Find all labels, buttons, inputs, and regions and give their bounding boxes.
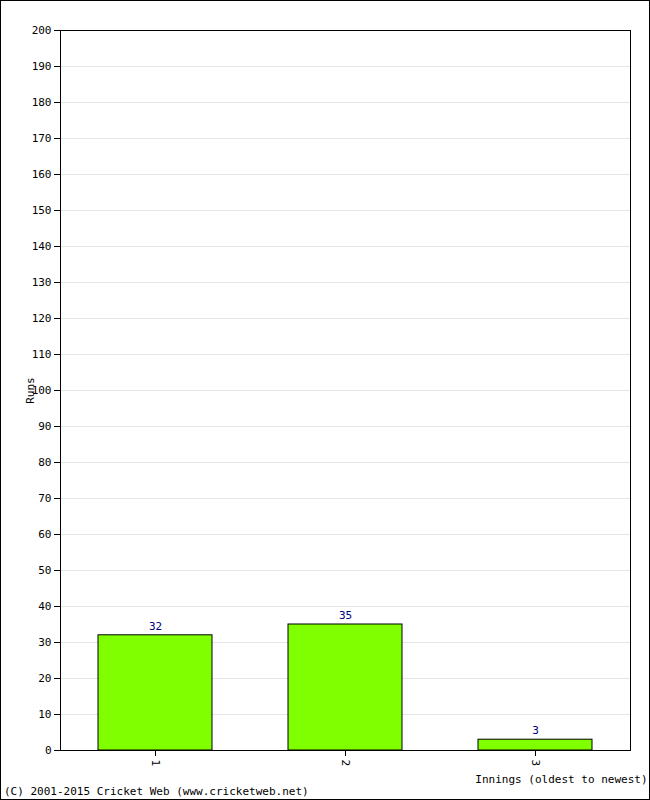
svg-text:140: 140 bbox=[32, 240, 52, 253]
svg-text:1: 1 bbox=[149, 760, 162, 767]
svg-text:60: 60 bbox=[38, 528, 51, 541]
svg-text:80: 80 bbox=[38, 456, 51, 469]
svg-text:150: 150 bbox=[32, 204, 52, 217]
svg-text:50: 50 bbox=[38, 564, 51, 577]
svg-text:160: 160 bbox=[32, 168, 52, 181]
svg-text:35: 35 bbox=[339, 609, 352, 622]
svg-text:32: 32 bbox=[149, 620, 162, 633]
svg-text:3: 3 bbox=[532, 724, 539, 737]
svg-text:130: 130 bbox=[32, 276, 52, 289]
svg-text:30: 30 bbox=[38, 636, 51, 649]
svg-text:100: 100 bbox=[31, 384, 52, 397]
svg-text:Innings (oldest to newest): Innings (oldest to newest) bbox=[475, 773, 647, 786]
svg-text:20: 20 bbox=[38, 672, 51, 685]
svg-text:120: 120 bbox=[32, 312, 52, 325]
svg-text:180: 180 bbox=[32, 96, 52, 109]
svg-text:3: 3 bbox=[529, 760, 542, 767]
svg-text:10: 10 bbox=[38, 708, 51, 721]
svg-text:200: 200 bbox=[32, 24, 52, 37]
html-text:(C) 2001-2015 Cricket Web (www: (C) 2001-2015 Cricket Web (www.cricketwe… bbox=[4, 785, 309, 798]
svg-text:0: 0 bbox=[45, 744, 52, 757]
svg-text:90: 90 bbox=[38, 420, 51, 433]
svg-text:110: 110 bbox=[32, 348, 52, 361]
svg-text:Runs: Runs bbox=[24, 377, 37, 404]
svg-text:2: 2 bbox=[339, 760, 352, 767]
svg-text:190: 190 bbox=[32, 60, 52, 73]
svg-text:170: 170 bbox=[32, 132, 52, 145]
svg-text:40: 40 bbox=[38, 600, 51, 613]
svg-text:70: 70 bbox=[38, 492, 51, 505]
